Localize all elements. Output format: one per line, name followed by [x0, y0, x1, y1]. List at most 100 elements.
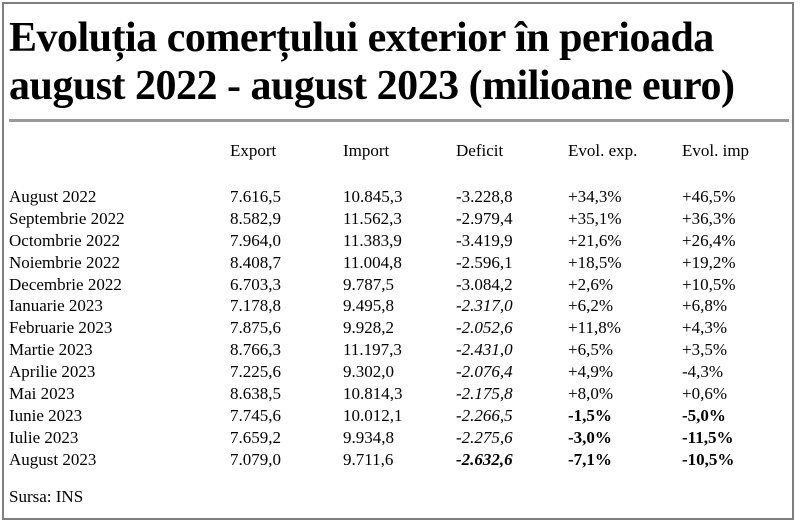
cell-deficit: -3.419,9	[456, 230, 513, 250]
table-row: Aprilie 2023 7.225,6 9.302,0 -2.076,4 +4…	[9, 361, 782, 383]
cell-period: Martie 2023	[9, 340, 93, 360]
cell-import: 11.004,8	[343, 252, 402, 272]
cell-evol-exp: +6,2%	[568, 296, 613, 316]
cell-deficit: -3.228,8	[456, 186, 513, 206]
cell-period: Aprilie 2023	[9, 362, 96, 382]
cell-evol-exp: -3,0%	[568, 427, 612, 447]
cell-export: 7.745,6	[230, 405, 281, 425]
cell-evol-imp: +3,5%	[682, 340, 727, 360]
cell-deficit: -2.266,5	[456, 405, 513, 425]
column-header-evol-exp: Evol. exp.	[568, 141, 638, 160]
cell-import: 10.012,1	[343, 405, 403, 425]
cell-period: August 2023	[9, 449, 97, 469]
cell-export: 7.616,5	[230, 186, 281, 206]
cell-export: 8.766,3	[230, 340, 281, 360]
cell-period: Septembrie 2022	[9, 208, 125, 228]
cell-deficit: -2.275,6	[456, 427, 513, 447]
table-row: August 2022 7.616,5 10.845,3 -3.228,8 +3…	[9, 186, 782, 208]
cell-import: 11.197,3	[343, 340, 402, 360]
cell-export: 7.079,0	[230, 449, 281, 469]
page-title: Evoluția comerțului exterior în perioada…	[9, 14, 735, 110]
table-row: August 2023 7.079,0 9.711,6 -2.632,6 -7,…	[9, 449, 782, 471]
cell-export: 7.659,2	[230, 427, 281, 447]
cell-export: 8.582,9	[230, 208, 281, 228]
cell-evol-imp: +0,6%	[682, 384, 727, 404]
table-row: Mai 2023 8.638,5 10.814,3 -2.175,8 +8,0%…	[9, 383, 782, 405]
cell-export: 7.225,6	[230, 362, 281, 382]
cell-evol-exp: -7,1%	[568, 449, 612, 469]
table-row: Februarie 2023 7.875,6 9.928,2 -2.052,6 …	[9, 317, 782, 339]
cell-deficit: -2.431,0	[456, 340, 513, 360]
header-spacer	[9, 164, 782, 186]
cell-evol-exp: +11,8%	[568, 318, 621, 338]
cell-evol-exp: +8,0%	[568, 384, 613, 404]
cell-evol-imp: -11,5%	[682, 427, 734, 447]
title-line-1: Evoluția comerțului exterior în perioada	[9, 15, 714, 61]
cell-period: Decembrie 2022	[9, 274, 122, 294]
cell-evol-exp: +35,1%	[568, 208, 622, 228]
cell-export: 6.703,3	[230, 274, 281, 294]
cell-deficit: -2.979,4	[456, 208, 513, 228]
column-header-evol-imp: Evol. imp	[682, 141, 750, 160]
cell-deficit: -3.084,2	[456, 274, 513, 294]
cell-export: 7.178,8	[230, 296, 281, 316]
cell-import: 9.934,8	[343, 427, 394, 447]
cell-evol-exp: +21,6%	[568, 230, 622, 250]
cell-evol-imp: -5,0%	[682, 405, 726, 425]
cell-evol-imp: +26,4%	[682, 230, 736, 250]
cell-evol-exp: +6,5%	[568, 340, 613, 360]
column-header-import: Import	[343, 141, 390, 160]
cell-period: Iulie 2023	[9, 427, 79, 447]
cell-deficit: -2.596,1	[456, 252, 513, 272]
table-row: Noiembrie 2022 8.408,7 11.004,8 -2.596,1…	[9, 252, 782, 274]
source-note: Sursa: INS	[9, 487, 84, 506]
cell-evol-imp: -10,5%	[682, 449, 735, 469]
cell-import: 10.845,3	[343, 186, 403, 206]
title-line-2: august 2022 - august 2023 (milioane euro…	[9, 63, 735, 109]
cell-import: 9.495,8	[343, 296, 394, 316]
table-row: Iunie 2023 7.745,6 10.012,1 -2.266,5 -1,…	[9, 405, 782, 427]
cell-import: 9.711,6	[343, 449, 394, 469]
cell-deficit: -2.632,6	[456, 449, 513, 469]
table-row: Ianuarie 2023 7.178,8 9.495,8 -2.317,0 +…	[9, 295, 782, 317]
trade-table: Export Import Deficit Evol. exp. Evol. i…	[9, 138, 782, 471]
table-row: Martie 2023 8.766,3 11.197,3 -2.431,0 +6…	[9, 339, 782, 361]
cell-export: 7.875,6	[230, 318, 281, 338]
cell-evol-imp: +19,2%	[682, 252, 736, 272]
cell-period: Mai 2023	[9, 384, 75, 404]
cell-evol-exp: +4,9%	[568, 362, 613, 382]
cell-deficit: -2.317,0	[456, 296, 513, 316]
cell-period: Februarie 2023	[9, 318, 113, 338]
cell-import: 9.787,5	[343, 274, 394, 294]
cell-period: August 2022	[9, 186, 97, 206]
cell-evol-exp: -1,5%	[568, 405, 612, 425]
cell-evol-imp: +46,5%	[682, 186, 736, 206]
cell-import: 9.302,0	[343, 362, 394, 382]
cell-evol-exp: +34,3%	[568, 186, 622, 206]
cell-export: 7.964,0	[230, 230, 281, 250]
cell-export: 8.408,7	[230, 252, 281, 272]
cell-evol-imp: -4,3%	[682, 362, 724, 382]
cell-deficit: -2.076,4	[456, 362, 513, 382]
table-row: Septembrie 2022 8.582,9 11.562,3 -2.979,…	[9, 208, 782, 230]
cell-import: 11.383,9	[343, 230, 402, 250]
cell-import: 11.562,3	[343, 208, 402, 228]
cell-period: Iunie 2023	[9, 405, 83, 425]
cell-evol-exp: +2,6%	[568, 274, 613, 294]
cell-evol-imp: +4,3%	[682, 318, 727, 338]
cell-evol-exp: +18,5%	[568, 252, 622, 272]
cell-evol-imp: +6,8%	[682, 296, 727, 316]
cell-period: Octombrie 2022	[9, 230, 120, 250]
column-header-period	[9, 138, 230, 164]
table-row: Decembrie 2022 6.703,3 9.787,5 -3.084,2 …	[9, 274, 782, 296]
column-header-export: Export	[230, 141, 277, 160]
cell-period: Ianuarie 2023	[9, 296, 103, 316]
table-header-row: Export Import Deficit Evol. exp. Evol. i…	[9, 138, 782, 164]
cell-deficit: -2.175,8	[456, 384, 513, 404]
cell-evol-imp: +10,5%	[682, 274, 736, 294]
table-row: Iulie 2023 7.659,2 9.934,8 -2.275,6 -3,0…	[9, 427, 782, 449]
page-frame	[2, 2, 794, 520]
cell-import: 9.928,2	[343, 318, 394, 338]
table-row: Octombrie 2022 7.964,0 11.383,9 -3.419,9…	[9, 230, 782, 252]
column-header-deficit: Deficit	[456, 141, 504, 160]
